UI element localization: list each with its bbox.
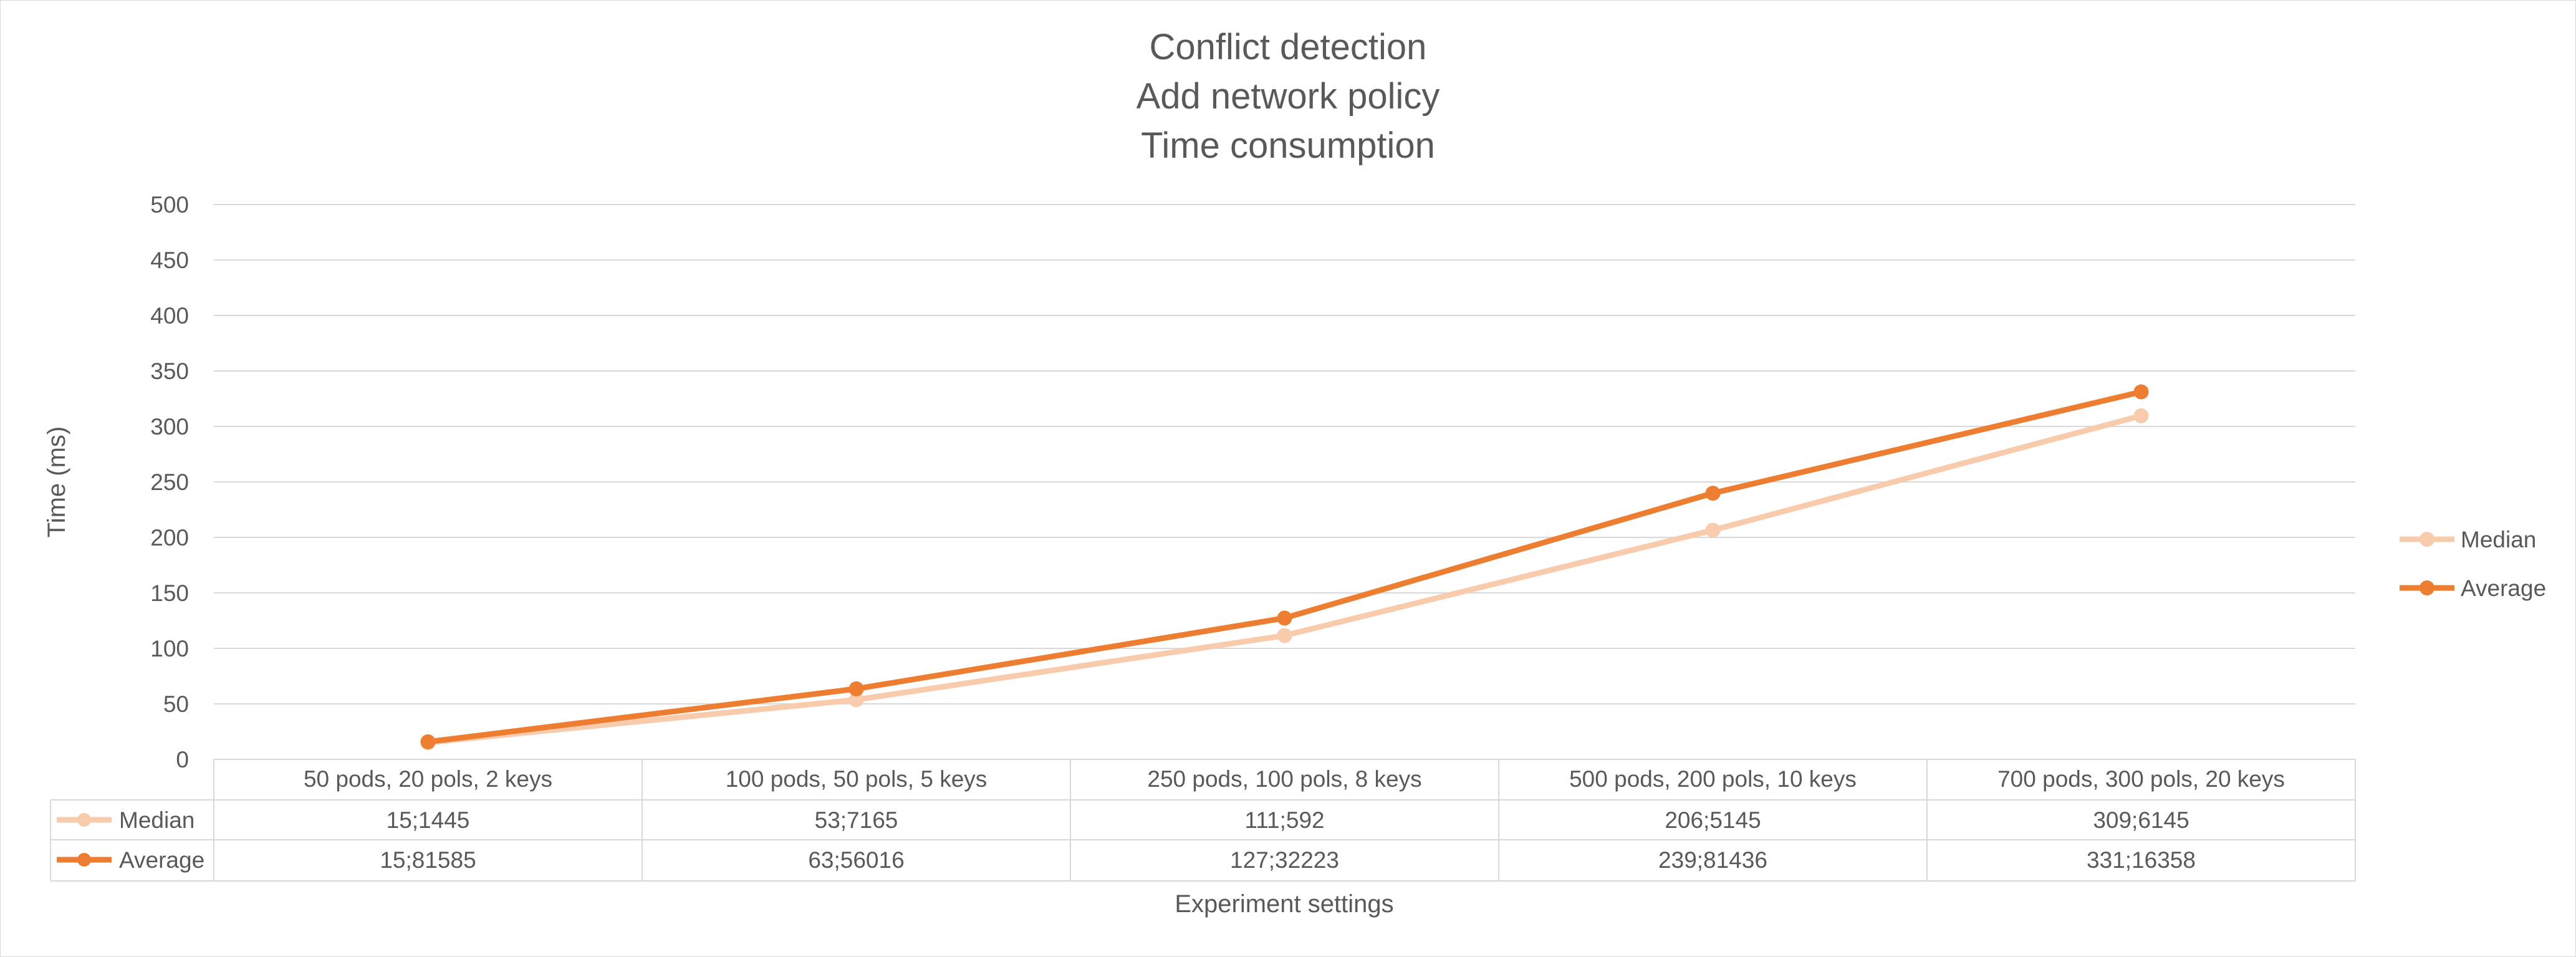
y-tick-label: 0 — [176, 747, 189, 772]
x-category-label: 250 pods, 100 pols, 8 keys — [1147, 766, 1421, 792]
table-cell-value: 206;5145 — [1665, 807, 1761, 833]
legend-key-marker — [2420, 532, 2434, 547]
legend-key-marker — [2420, 580, 2434, 595]
table-series-name: Average — [119, 847, 204, 873]
table-legend-key-marker — [77, 813, 91, 827]
y-tick-label: 250 — [150, 469, 189, 495]
y-axis-ticks: 0 50 100 150 200 250 300 350 400 450 500 — [150, 192, 189, 772]
y-tick-label: 400 — [150, 303, 189, 329]
table-cell-value: 127;32223 — [1230, 847, 1339, 873]
y-tick-label: 200 — [150, 525, 189, 551]
chart-title-line: Time consumption — [1141, 125, 1435, 166]
table-series-name: Median — [119, 807, 195, 833]
table-cell-value: 15;81585 — [380, 847, 476, 873]
data-point-average — [848, 681, 864, 696]
table-cell-value: 111;592 — [1244, 807, 1324, 833]
table-cell-value: 331;16358 — [2087, 847, 2196, 873]
data-point-average — [420, 734, 436, 749]
table-cell-value: 63;56016 — [808, 847, 904, 873]
data-point-median — [1705, 522, 1721, 538]
y-tick-label: 300 — [150, 414, 189, 440]
y-tick-label: 350 — [150, 358, 189, 384]
data-point-average — [1705, 486, 1721, 501]
data-point-median — [848, 692, 864, 708]
legend: Median Average — [2400, 527, 2546, 601]
chart-title-line: Add network policy — [1137, 76, 1440, 117]
data-point-average — [1277, 610, 1292, 626]
legend-label: Average — [2461, 575, 2546, 601]
series-lines — [420, 384, 2149, 751]
table-cell-value: 239;81436 — [1658, 847, 1767, 873]
table-legend-key-marker — [77, 853, 91, 867]
x-axis-title: Experiment settings — [1175, 890, 1393, 918]
y-tick-label: 450 — [150, 248, 189, 273]
gridlines — [214, 204, 2355, 760]
chart-title: Conflict detection Add network policy Time… — [1137, 27, 1440, 166]
table-cell-value: 15;1445 — [387, 807, 470, 833]
y-tick-label: 500 — [150, 192, 189, 218]
x-category-label: 700 pods, 300 pols, 20 keys — [1997, 766, 2285, 792]
y-axis-title: Time (ms) — [43, 426, 70, 537]
x-category-label: 100 pods, 50 pols, 5 keys — [726, 766, 988, 792]
legend-label: Median — [2461, 527, 2536, 552]
data-table: 50 pods, 20 pols, 2 keys 100 pods, 50 pol… — [50, 759, 2356, 882]
data-point-median — [2133, 408, 2149, 423]
table-cell-value: 53;7165 — [815, 807, 898, 833]
table-cell-value: 309;6145 — [2093, 807, 2189, 833]
y-tick-label: 150 — [150, 580, 189, 606]
data-point-median — [1277, 628, 1292, 643]
data-point-average — [2133, 384, 2149, 400]
y-tick-label: 100 — [150, 636, 189, 661]
x-category-label: 500 pods, 200 pols, 10 keys — [1569, 766, 1857, 792]
chart-title-line: Conflict detection — [1150, 27, 1427, 67]
series-line-median — [425, 413, 2144, 746]
y-tick-label: 50 — [163, 691, 189, 717]
x-category-label: 50 pods, 20 pols, 2 keys — [304, 766, 552, 792]
series-line-average — [425, 389, 2144, 745]
